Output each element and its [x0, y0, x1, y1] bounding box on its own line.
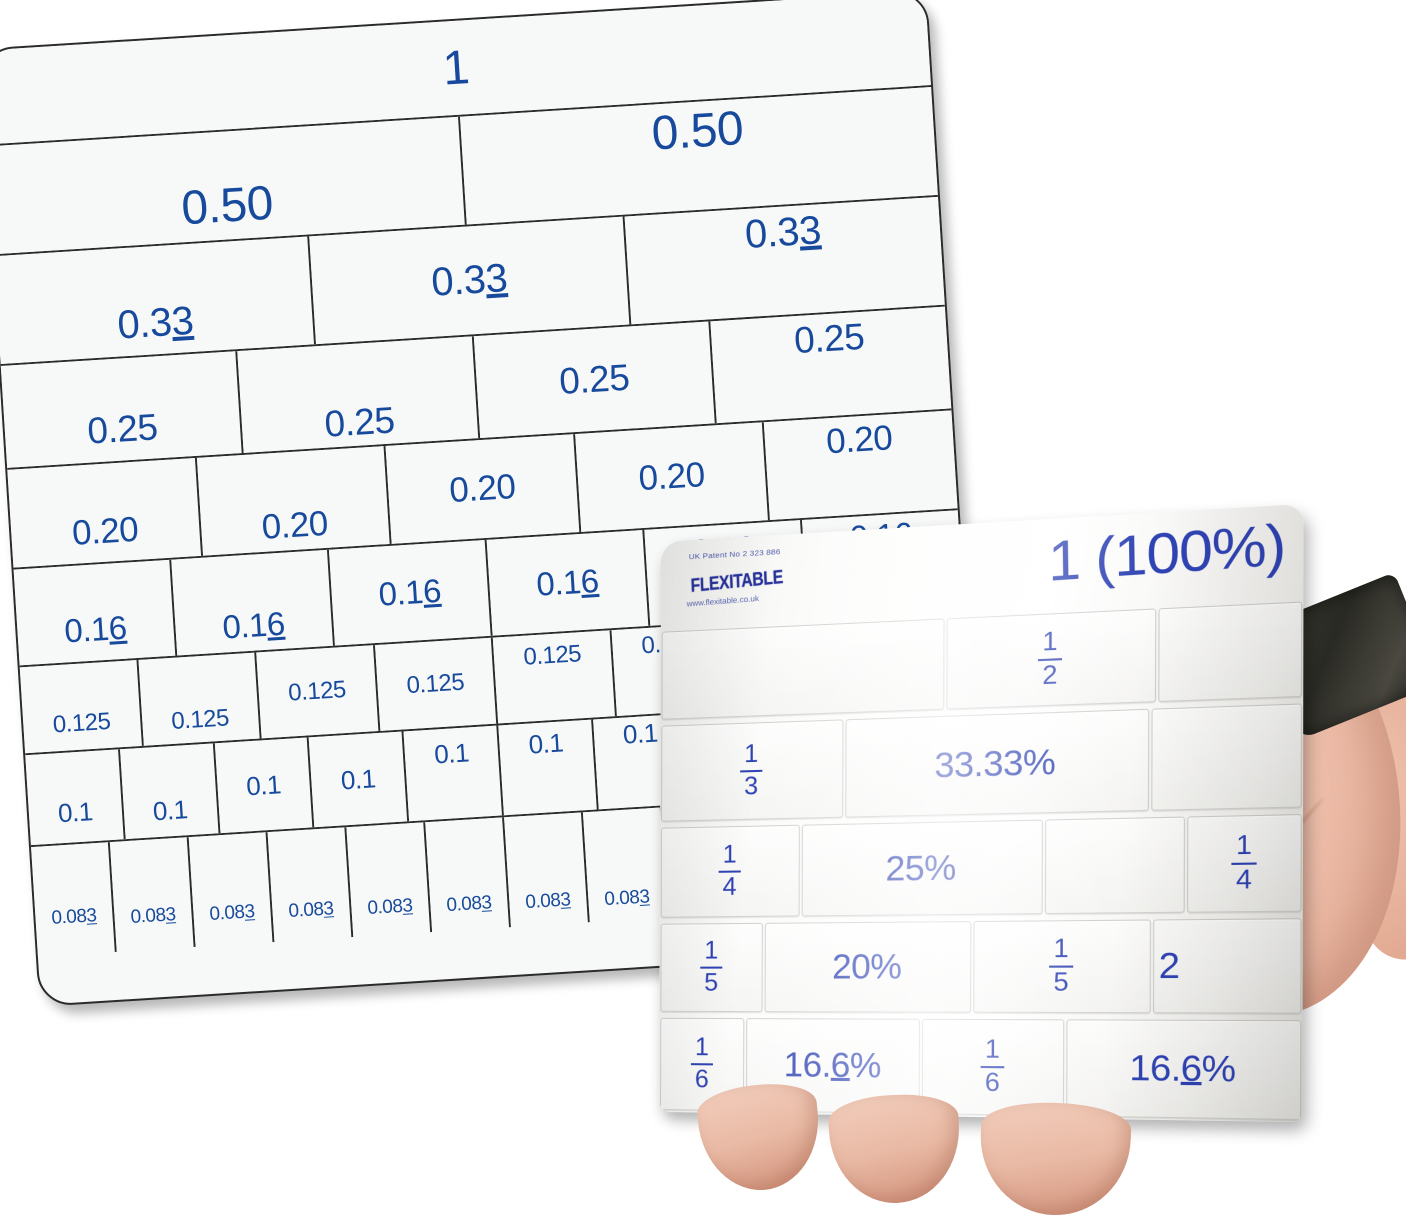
fraction-one-third: 1 3	[740, 739, 763, 801]
fraction-numerator: 1	[704, 936, 719, 965]
board-cell-text: 0.16	[535, 561, 600, 603]
flexitable-cell-fraction[interactable]: 1 5	[973, 919, 1151, 1014]
board-cell-text: 0.083	[129, 904, 177, 928]
fingertip	[978, 1100, 1132, 1218]
fraction-denominator: 4	[1235, 864, 1252, 896]
board-cell: 0.25	[473, 321, 717, 439]
board-cell: 0.1	[309, 731, 410, 828]
flexitable-cell[interactable]	[1158, 601, 1303, 703]
board-cell: 0.20	[385, 434, 582, 544]
flexitable-title: 1 (100%)	[1047, 512, 1286, 594]
flexitable-cell[interactable]	[1151, 703, 1303, 811]
board-cell-text: 0.16	[221, 604, 286, 646]
board-cell-text: 0.083	[208, 901, 256, 925]
fraction-one-half: 1 2	[1037, 627, 1062, 691]
fingertips	[690, 1079, 1310, 1218]
board-cell-text: 0.083	[445, 892, 493, 917]
board-cell: 0.20	[196, 446, 392, 556]
board-cell: 0.20	[574, 422, 771, 532]
board-cell-text: 0.33	[116, 298, 195, 348]
flexitable-cell-percent[interactable]: 33.33%	[845, 708, 1150, 818]
fraction-numerator: 1	[984, 1034, 1000, 1065]
board-cell: 0.33	[309, 216, 632, 345]
fraction-numerator: 1	[744, 739, 759, 769]
board-cell: 0.1	[403, 725, 504, 822]
patent-text: UK Patent No 2 323 886	[688, 547, 781, 561]
flexitable-row-fifths: 1 5 20% 1 5 2	[659, 916, 1302, 1016]
board-cell: 0.16	[486, 529, 651, 636]
fraction-one-sixth: 1 6	[690, 1033, 713, 1094]
board-cell: 0.1	[498, 719, 599, 816]
board-cell: 0.125	[256, 645, 380, 739]
board-cell: 0.125	[19, 659, 144, 754]
fraction-numerator: 1	[1053, 934, 1069, 964]
board-cell: 0.25	[710, 306, 952, 424]
board-cell: 0.083	[31, 842, 117, 957]
board-cell-text: 0.16	[63, 608, 128, 650]
fraction-denominator: 5	[1053, 967, 1069, 998]
fingertip	[827, 1091, 963, 1207]
board-cell: 0.083	[267, 827, 354, 942]
board-cell: 0.1	[119, 743, 221, 840]
fraction-denominator: 3	[744, 771, 759, 801]
flexitable-cell-fraction[interactable]: 1 4	[1186, 814, 1302, 913]
board-cell: 0.25	[0, 351, 244, 468]
board-cell: 0.1	[214, 737, 315, 834]
flexitable-logo: FLEXITABLE	[690, 566, 784, 597]
board-cell: 0.083	[346, 822, 433, 938]
fraction-denominator: 2	[1042, 660, 1058, 691]
flexitable-cell-fraction[interactable]: 1 4	[660, 824, 800, 918]
flexitable-wrapper[interactable]: UK Patent No 2 323 886 FLEXITABLE www.fl…	[654, 503, 1304, 1124]
flexitable-cell-percent[interactable]: 20%	[764, 921, 972, 1013]
board-cell: 0.083	[188, 832, 275, 947]
board-cell: 0.16	[13, 559, 178, 666]
board-cell-text: 0.083	[366, 895, 414, 920]
board-cell: 0.33	[0, 236, 317, 365]
board-cell: 0.083	[582, 807, 669, 923]
board-cell: 0.125	[374, 637, 499, 731]
board-cell: 0.16	[328, 539, 493, 646]
fraction-numerator: 1	[1236, 830, 1253, 861]
board-cell: 0.125	[137, 652, 262, 746]
board-cell-text: 0.083	[287, 898, 335, 923]
board-cell-text: 0.083	[524, 889, 572, 914]
board-cell: 0.125	[492, 630, 617, 724]
flexitable-cell[interactable]	[661, 618, 945, 720]
flexitable-cell-fraction[interactable]: 1 3	[661, 719, 844, 822]
board-cell: 0.083	[504, 812, 590, 928]
fingertip	[694, 1079, 826, 1196]
flexitable-cell-fraction[interactable]: 1 5	[660, 922, 763, 1013]
flexitable-cell-fraction[interactable]: 1 2	[946, 608, 1157, 710]
fraction-denominator: 4	[722, 872, 737, 902]
flexitable-card[interactable]: UK Patent No 2 323 886 FLEXITABLE www.fl…	[659, 503, 1304, 1123]
fraction-one-quarter: 1 4	[1231, 830, 1257, 896]
flexitable-cell[interactable]	[1044, 816, 1185, 915]
flexitable-row-quarters: 1 4 25% 1 4	[660, 812, 1303, 920]
board-cell: 0.20	[764, 410, 958, 521]
flexitable-cell-percent[interactable]: 25%	[801, 819, 1043, 917]
board-cell-text: 0.33	[743, 208, 823, 257]
board-cell: 0.25	[237, 336, 481, 453]
board-cell-text: 0.16	[377, 571, 442, 613]
flexitable-row-thirds: 1 3 33.33%	[660, 701, 1303, 824]
board-cell: 0.1	[25, 749, 126, 846]
fraction-numerator: 1	[722, 840, 737, 869]
board-cell: 0.083	[109, 837, 196, 952]
fraction-denominator: 5	[704, 968, 719, 997]
board-cell-text: 0.083	[603, 886, 651, 911]
board-cell-text: 0.083	[50, 905, 98, 929]
flexitable-cell-percent-clipped[interactable]: 2	[1152, 918, 1302, 1014]
board-cell: 0.20	[7, 457, 203, 568]
board-cell: 0.16	[171, 549, 335, 656]
fraction-numerator: 1	[694, 1033, 709, 1062]
fraction-one-fifth: 1 5	[1049, 934, 1074, 998]
fraction-one-quarter: 1 4	[718, 840, 741, 902]
percent-text: 16.6%	[783, 1045, 881, 1086]
fraction-numerator: 1	[1042, 627, 1058, 658]
board-cell: 0.33	[624, 196, 945, 325]
fraction-one-fifth: 1 5	[700, 936, 723, 997]
board-cell-text: 0.33	[430, 255, 509, 305]
board-cell: 0.083	[425, 817, 511, 933]
